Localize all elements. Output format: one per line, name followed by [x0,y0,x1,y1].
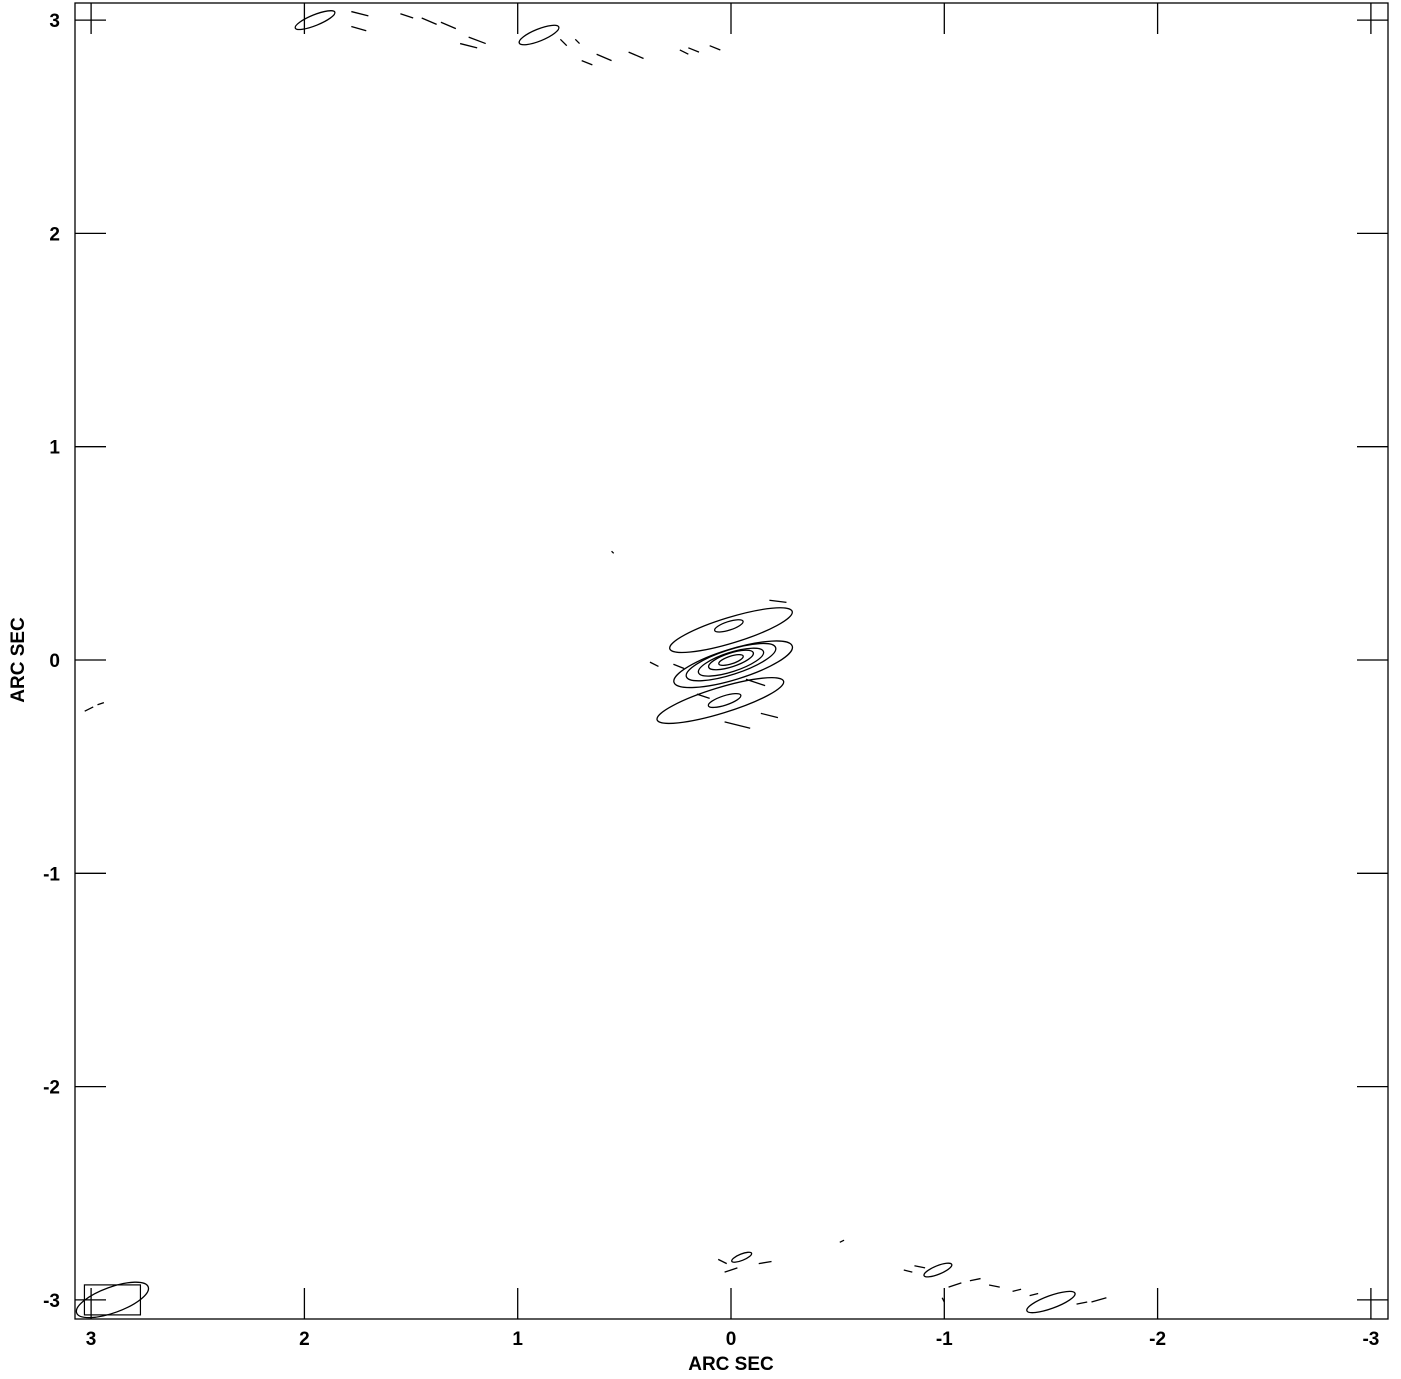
contour-fragment [724,1267,738,1273]
contour-fragment [839,1239,845,1243]
contour-fragment [574,38,581,45]
contour-fragment [688,47,700,53]
y-tick-label: -3 [43,1291,60,1312]
y-tick-label: 3 [49,11,60,32]
x-axis-label: ARC SEC [688,1354,774,1375]
contour-fragment [1091,1297,1107,1303]
contour-fragment [351,25,367,32]
contour-fragment [84,706,94,712]
contour-ellipse [656,676,785,725]
contour-fragment [459,42,478,49]
contour-fragment [717,1258,728,1265]
contour-fragment [903,1269,913,1273]
contour-lines [294,10,1076,1314]
contour-ellipse [518,24,560,46]
contour-fragment [948,1282,962,1288]
contour-fragment [400,13,414,19]
axis-ticks [75,3,1388,1319]
contour-fragment [941,1297,945,1303]
contour-ellipse [923,1262,953,1278]
contour-fragment [97,702,105,706]
contour-ellipse [731,1251,753,1263]
contour-ellipse [713,619,744,633]
x-tick-label: -2 [1149,1329,1166,1350]
contour-fragment [1076,1301,1088,1305]
contour-fragment [679,49,689,55]
contour-ellipse [1026,1290,1076,1314]
contour-fragment [559,38,568,47]
x-tick-label: 2 [299,1329,310,1350]
contour-fragment [421,17,437,25]
x-tick-label: -1 [936,1329,953,1350]
contour-ellipse [707,692,742,709]
contour-fragment [1029,1292,1039,1297]
contour-fragment [709,45,721,51]
contour-fragment [351,10,369,17]
y-tick-label: -2 [43,1078,60,1099]
contour-fragments [84,10,1107,1305]
x-tick-label: -3 [1362,1329,1379,1350]
y-tick-label: 2 [49,224,60,245]
contour-fragment [673,663,685,670]
contour-ellipse [718,653,744,667]
beam-shape [75,1281,150,1319]
contour-fragment [760,712,779,719]
contour-ellipse [294,10,336,31]
contour-fragment [769,599,787,604]
y-axis-label: ARC SEC [8,617,29,703]
contour-ellipse [669,607,793,654]
contour-fragment [649,661,659,667]
contour-fragment [724,721,751,729]
contour-fragment [745,678,766,687]
x-tick-label: 1 [512,1329,523,1350]
contour-ellipse [697,647,765,677]
contour-fragment [611,550,615,554]
contour-fragment [988,1284,1000,1288]
contour-fragment [914,1265,926,1269]
contour-fragment [696,693,710,700]
contour-fragment [1012,1288,1022,1292]
contour-fragment [581,60,593,66]
y-tick-label: 1 [49,438,60,459]
y-tick-labels: 3 2 1 0 -1 -2 -3 [43,11,60,1312]
x-tick-label: 0 [726,1329,737,1350]
contour-fragment [758,1260,772,1265]
contour-fragment [440,21,457,30]
x-tick-labels: 3 2 1 0 -1 -2 -3 [86,1329,1380,1350]
contour-fragment [628,51,644,60]
contour-fragment [969,1277,981,1282]
x-tick-label: 3 [86,1329,97,1350]
contour-fragment [596,53,612,62]
contour-ellipse [707,649,755,671]
contour-ellipse [673,640,794,689]
beam-ellipse [75,1281,150,1319]
y-tick-label: -1 [43,864,60,885]
contour-fragment [468,36,486,45]
y-tick-label: 0 [49,651,60,672]
plot-frame [74,2,1389,1320]
